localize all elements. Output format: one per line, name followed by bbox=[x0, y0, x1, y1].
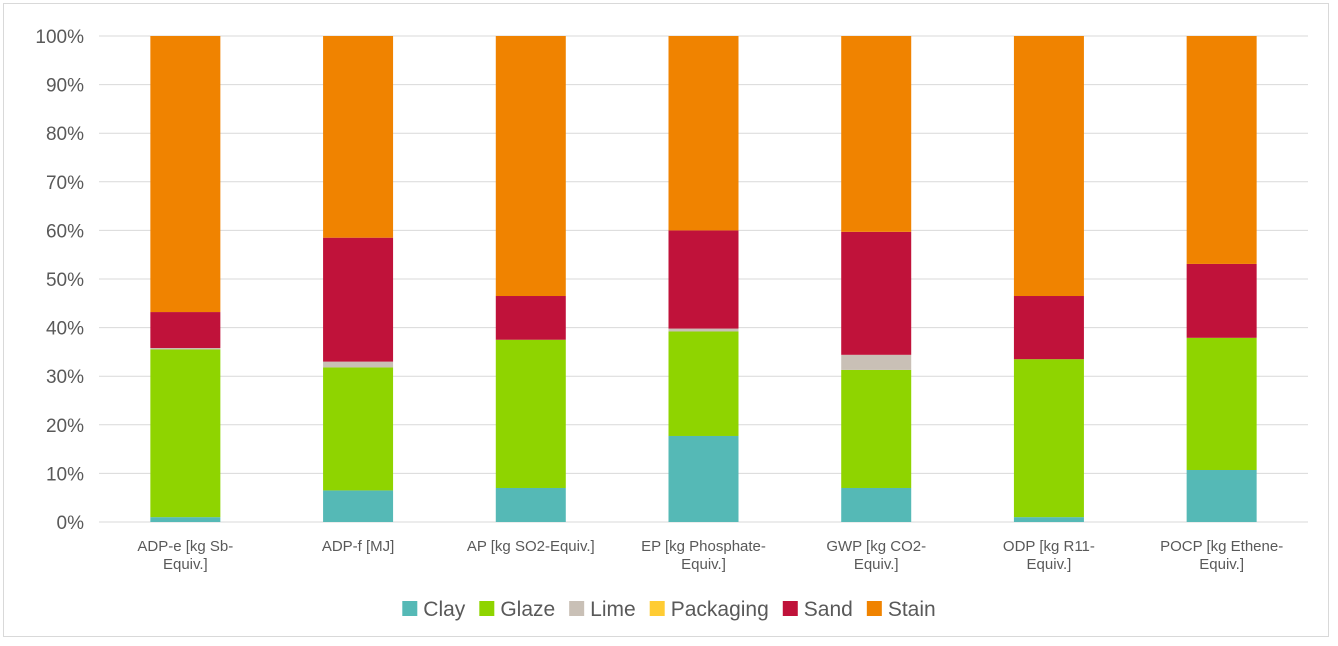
y-axis: 0% 10% 20% 30% 40% 50% 60% 70% 80% 90% 100% bbox=[35, 27, 84, 534]
y-tick-label: 60% bbox=[46, 221, 84, 242]
x-category-label-line: Equiv.] bbox=[1027, 556, 1072, 573]
bar-segment-glaze bbox=[495, 339, 566, 488]
x-category-label-line: ADP-e [kg Sb- bbox=[137, 538, 233, 555]
x-category-label: ADP-f [MJ] bbox=[322, 538, 395, 555]
chart-frame bbox=[3, 3, 1329, 637]
y-tick-label: 90% bbox=[46, 76, 84, 97]
bar-segment-sand bbox=[323, 237, 394, 362]
bar-segment-sand bbox=[841, 231, 912, 355]
bar-segment-glaze bbox=[150, 349, 221, 518]
y-tick-label: 80% bbox=[46, 124, 84, 145]
bar-segment-glaze bbox=[1013, 359, 1084, 518]
x-category-label-line: Equiv.] bbox=[163, 556, 208, 573]
bar-segment-stain bbox=[150, 36, 221, 313]
bar-segment-glaze bbox=[841, 369, 912, 488]
x-category-label-line: POCP [kg Ethene- bbox=[1160, 538, 1283, 555]
legend-item-glaze: Glaze bbox=[479, 598, 555, 621]
legend-swatch bbox=[402, 601, 418, 616]
legend-swatch bbox=[866, 601, 882, 616]
bar-segment-stain bbox=[668, 36, 739, 231]
bar-segment-sand bbox=[495, 296, 566, 340]
bar-segment-stain bbox=[495, 36, 566, 297]
legend-swatch bbox=[782, 601, 798, 616]
legend-label: Lime bbox=[590, 598, 636, 621]
bars bbox=[150, 36, 1257, 522]
x-category-label: GWP [kg CO2-Equiv.] bbox=[826, 538, 926, 573]
y-tick-label: 40% bbox=[46, 319, 84, 340]
y-tick-label: 20% bbox=[46, 416, 84, 437]
bar-segment-clay bbox=[668, 435, 739, 522]
bar-segment-sand bbox=[668, 230, 739, 329]
legend-label: Clay bbox=[423, 598, 466, 621]
bar-segment-clay bbox=[1013, 517, 1084, 522]
bar-segment-stain bbox=[323, 36, 394, 238]
x-category-label: POCP [kg Ethene-Equiv.] bbox=[1160, 538, 1283, 573]
bar-segment-lime bbox=[150, 348, 221, 350]
x-category-label: ODP [kg R11-Equiv.] bbox=[1003, 538, 1095, 573]
x-category-label-line: Equiv.] bbox=[854, 556, 899, 573]
y-tick-label: 70% bbox=[46, 173, 84, 194]
bar-segment-glaze bbox=[1186, 337, 1257, 470]
x-category-label: ADP-e [kg Sb-Equiv.] bbox=[137, 538, 233, 573]
legend-swatch bbox=[569, 601, 585, 616]
bar-segment-glaze bbox=[668, 331, 739, 436]
y-tick-label: 0% bbox=[57, 513, 85, 534]
legend-label: Sand bbox=[804, 598, 853, 621]
legend-label: Stain bbox=[888, 598, 936, 621]
legend-swatch bbox=[479, 601, 495, 616]
legend-label: Packaging bbox=[671, 598, 769, 621]
y-tick-label: 10% bbox=[46, 464, 84, 485]
legend-label: Glaze bbox=[500, 598, 555, 621]
bar-segment-stain bbox=[841, 36, 912, 232]
y-tick-label: 100% bbox=[35, 27, 84, 48]
x-category-label-line: EP [kg Phosphate- bbox=[641, 538, 766, 555]
x-category-label-line: AP [kg SO2-Equiv.] bbox=[467, 538, 595, 555]
bar-segment-clay bbox=[1186, 469, 1257, 522]
x-category-label: AP [kg SO2-Equiv.] bbox=[467, 538, 595, 555]
bar-segment-clay bbox=[323, 490, 394, 522]
bar-segment-glaze bbox=[323, 367, 394, 491]
legend-item-clay: Clay bbox=[402, 598, 466, 621]
bar-segment-clay bbox=[495, 487, 566, 522]
bar-segment-lime bbox=[841, 354, 912, 370]
bar-segment-sand bbox=[1013, 296, 1084, 360]
bar-segment-sand bbox=[1186, 263, 1257, 338]
bar-segment-clay bbox=[841, 487, 912, 522]
x-category-label-line: Equiv.] bbox=[681, 556, 726, 573]
x-category-label-line: ODP [kg R11- bbox=[1003, 538, 1095, 555]
x-category-label-line: GWP [kg CO2- bbox=[826, 538, 926, 555]
legend-item-sand: Sand bbox=[782, 598, 853, 621]
bar-segment-lime bbox=[323, 361, 394, 368]
legend-swatch bbox=[649, 601, 665, 616]
x-category-label-line: Equiv.] bbox=[1199, 556, 1244, 573]
bar-segment-lime bbox=[668, 328, 739, 332]
y-tick-label: 50% bbox=[46, 270, 84, 291]
x-axis: ADP-e [kg Sb-Equiv.]ADP-f [MJ] AP [kg SO2… bbox=[137, 538, 1283, 573]
x-category-label-line: ADP-f [MJ] bbox=[322, 538, 395, 555]
bar-segment-stain bbox=[1186, 36, 1257, 264]
legend: Clay Glaze Lime Packaging Sand Stain bbox=[402, 598, 936, 621]
x-category-label: EP [kg Phosphate-Equiv.] bbox=[641, 538, 766, 573]
legend-item-stain: Stain bbox=[866, 598, 936, 621]
y-tick-label: 30% bbox=[46, 367, 84, 388]
bar-segment-stain bbox=[1013, 36, 1084, 297]
legend-item-lime: Lime bbox=[569, 598, 636, 621]
bar-segment-clay bbox=[150, 517, 221, 522]
bar-segment-sand bbox=[150, 312, 221, 349]
legend-item-packaging: Packaging bbox=[649, 598, 769, 621]
